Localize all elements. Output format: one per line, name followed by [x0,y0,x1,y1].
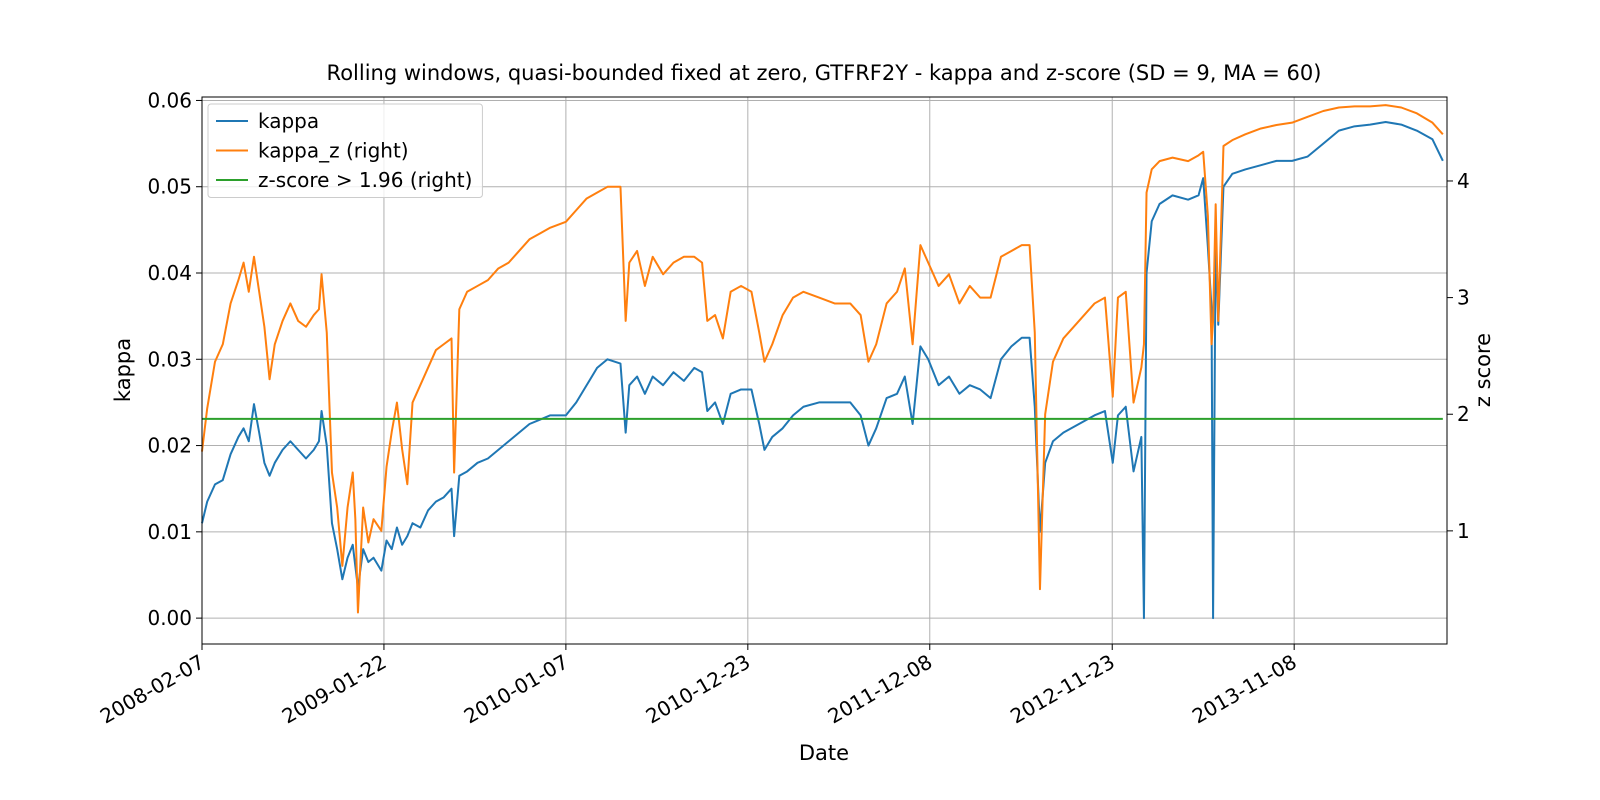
y-tick-label: 0.03 [147,347,192,371]
series-line [201,104,1444,614]
legend-label: kappa [258,109,319,133]
y2-tick-label: 3 [1457,286,1470,310]
legend: kappa kappa_z (right) z-score > 1.96 (righ… [207,103,483,198]
plot-area [201,104,1444,620]
x-tick-label: 2011-12-08 [824,650,937,729]
x-axis-label: Date [799,741,849,765]
x-tick-label: 2010-12-23 [642,650,755,729]
y-axis-label: kappa [111,338,135,402]
y2-tick-label: 4 [1457,169,1470,193]
axes-frame [201,96,1448,645]
x-tick-label: 2012-11-23 [1006,650,1119,729]
x-tick-label: 2010-01-07 [460,650,573,729]
y-tick-label: 0.02 [147,434,192,458]
y2-axis-label: z score [1471,333,1495,407]
y-tick-label: 0.06 [147,88,192,112]
y-tick-label: 0.00 [147,606,192,630]
y-tick-label: 0.01 [147,520,192,544]
series-line [201,121,1444,620]
y-tick-label: 0.04 [147,261,192,285]
x-tick-label: 2009-01-22 [278,650,391,729]
legend-label: kappa_z (right) [258,139,409,163]
chart-title: Rolling windows, quasi-bounded fixed at … [327,61,1322,85]
legend-box [207,103,483,198]
legend-label: z-score > 1.96 (right) [258,168,472,192]
x-tick-label: 2013-11-08 [1188,650,1301,729]
y2-tick-label: 2 [1457,402,1470,426]
y2-tick-label: 1 [1457,519,1470,543]
x-tick-label: 2008-02-07 [96,650,209,729]
y-tick-label: 0.05 [147,175,192,199]
